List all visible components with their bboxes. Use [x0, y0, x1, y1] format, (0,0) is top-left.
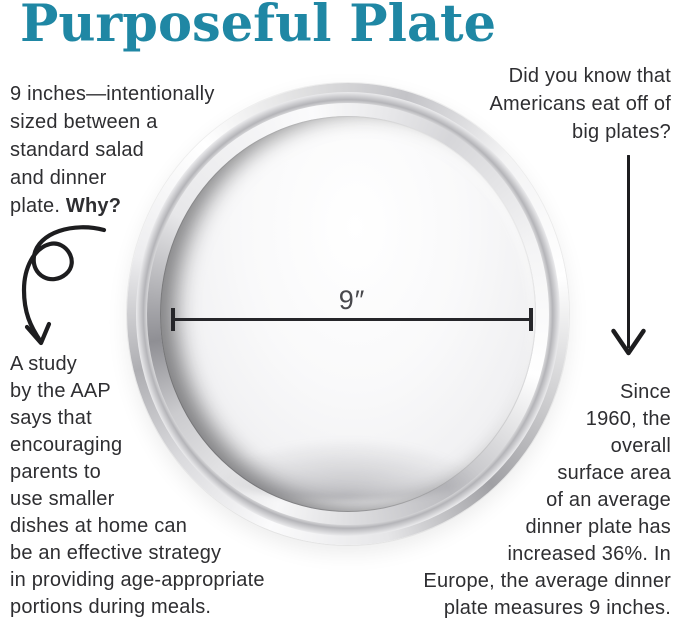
text-line: portions during meals. — [10, 596, 212, 618]
text-line: surface area — [557, 462, 671, 484]
plate-image — [127, 83, 569, 545]
did-you-know-paragraph: Did you know that Americans eat off of b… — [490, 62, 672, 146]
text-line: sized between a — [10, 111, 158, 133]
text-segment-bold: Why? — [65, 195, 122, 217]
text-line: by the AAP — [10, 380, 111, 402]
text-line: 9 inches—intentionally — [10, 83, 215, 105]
text-line: standard salad — [10, 139, 145, 161]
text-line: in providing age-appropriate — [10, 569, 265, 591]
text-line: dinner plate has — [525, 516, 671, 538]
dimension-line — [171, 308, 533, 331]
text-line: Americans eat off of — [489, 93, 671, 115]
text-line: plate measures 9 inches. — [443, 597, 671, 619]
text-line: use smaller — [10, 488, 115, 510]
down-arrow-icon — [611, 155, 646, 356]
text-line: encouraging — [10, 434, 123, 456]
text-line: of an average — [546, 489, 671, 511]
text-line: plate. Why? — [10, 192, 215, 220]
text-line: overall — [610, 435, 671, 457]
study-paragraph: A study by the AAP says that encouraging… — [10, 351, 265, 621]
text-line: Did you know that — [508, 65, 671, 87]
loop-arrow-icon — [21, 225, 107, 346]
intro-paragraph: 9 inches—intentionally sized between a s… — [10, 80, 215, 220]
text-line: parents to — [10, 461, 101, 483]
text-line: and dinner — [10, 167, 107, 189]
text-line: A study — [10, 353, 77, 375]
plate-surface — [160, 116, 536, 512]
page-title: Purposeful Plate — [20, 0, 497, 54]
text-line: be an effective strategy — [10, 542, 222, 564]
dimension-label: 9″ — [338, 285, 366, 315]
text-line: increased 36%. In — [507, 543, 671, 565]
text-line: says that — [10, 407, 92, 429]
since-1960-paragraph: Since 1960, the overall surface area of … — [423, 379, 671, 622]
text-segment: plate. — [10, 195, 66, 217]
text-line: Since — [619, 381, 671, 403]
text-line: Europe, the average dinner — [423, 570, 671, 592]
text-line: 1960, the — [585, 408, 671, 430]
text-line: big plates? — [572, 121, 671, 143]
text-line: dishes at home can — [10, 515, 188, 537]
